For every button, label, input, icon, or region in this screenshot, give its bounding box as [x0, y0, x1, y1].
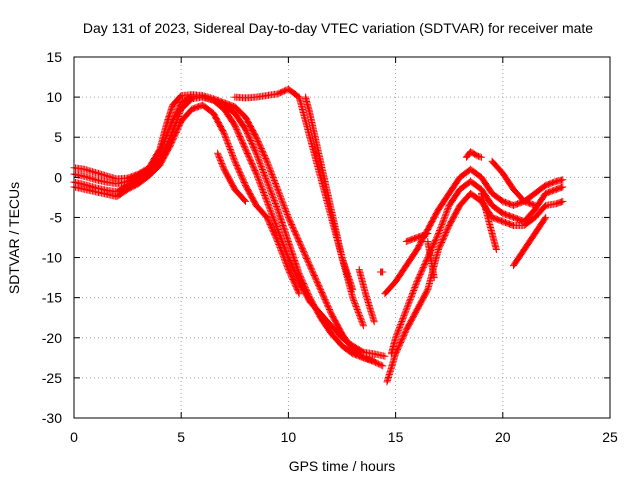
x-tick-label: 5: [177, 429, 185, 445]
x-axis-label: GPS time / hours: [289, 458, 396, 474]
plot-frame: [73, 56, 611, 419]
series-marks: [383, 189, 567, 386]
series-marks: [488, 157, 539, 209]
y-tick-label: -15: [42, 290, 62, 306]
y-tick-label: -10: [42, 250, 62, 266]
y-tick-label: 0: [54, 169, 62, 185]
series-arc-5: [214, 149, 249, 205]
series-marks: [462, 148, 485, 161]
x-tick-label: 20: [495, 429, 511, 445]
series-marks: [214, 149, 249, 205]
x-tick-label: 15: [388, 429, 404, 445]
series-arc-15: [462, 148, 485, 161]
series-arc-13: [402, 230, 432, 245]
series-marks: [477, 189, 500, 253]
axis-ticks: 0 5 10 15 20 25 -30 -25 -20 -15 -10 -5 0 5 10 15: [42, 49, 618, 445]
series-marks: [377, 268, 387, 276]
y-tick-label: -5: [50, 209, 63, 225]
y-tick-label: -25: [42, 370, 62, 386]
series-arc-17: [488, 157, 539, 209]
chart-title: Day 131 of 2023, Sidereal Day-to-day VTE…: [83, 20, 593, 36]
series-arc-14: [424, 238, 438, 282]
series-arc-9: [377, 268, 387, 276]
y-tick-label: 10: [46, 89, 62, 105]
series-marks: [424, 238, 438, 282]
y-tick-label: 5: [54, 129, 62, 145]
y-tick-label: 15: [46, 49, 62, 65]
series-arc-16: [477, 189, 500, 253]
series-marks: [381, 165, 567, 298]
y-tick-label: -30: [42, 410, 62, 426]
y-tick-label: -20: [42, 330, 62, 346]
series-arc-12: [383, 189, 567, 386]
series-arc-7: [302, 93, 357, 294]
series-marks: [510, 213, 550, 270]
series-marks: [355, 266, 378, 326]
x-tick-label: 0: [70, 429, 78, 445]
series-marks: [302, 93, 357, 294]
series-arc-8: [355, 266, 378, 326]
series-arc-10: [381, 165, 567, 298]
x-tick-label: 25: [602, 429, 618, 445]
series-marks: [402, 230, 432, 245]
series-arc-18: [510, 213, 550, 270]
x-tick-label: 10: [281, 429, 297, 445]
data-marks: [70, 85, 567, 386]
y-axis-label: SDTVAR / TECUs: [6, 182, 22, 294]
